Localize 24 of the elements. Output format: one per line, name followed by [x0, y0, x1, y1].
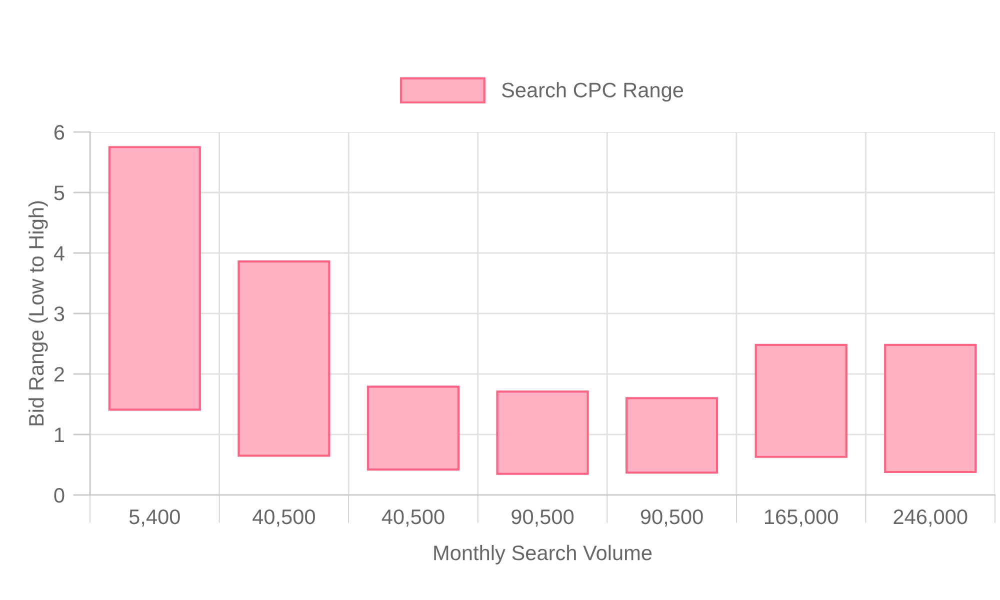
y-tick-label: 1 — [55, 428, 64, 442]
x-tick-label: 246,000 — [894, 509, 968, 527]
y-tick-label: 5 — [54, 186, 64, 200]
y-axis-title: Bid Range (Low to High) — [28, 201, 48, 426]
bar — [884, 344, 977, 474]
bar — [108, 146, 201, 411]
x-tick-label: 90,500 — [640, 509, 703, 527]
bar — [625, 397, 718, 474]
legend-label: Search CPC Range — [502, 82, 684, 102]
bar — [496, 390, 589, 475]
x-tick-label: 5,400 — [129, 509, 180, 527]
y-tick-label: 6 — [54, 125, 64, 140]
x-tick-label: 90,500 — [512, 509, 574, 527]
y-tick-label: 3 — [54, 306, 64, 322]
y-tick-label: 2 — [54, 367, 64, 382]
x-axis-title: Monthly Search Volume — [434, 544, 652, 564]
bar — [366, 386, 460, 471]
x-tick-label: 165,000 — [765, 509, 838, 527]
x-tick-label: 40,500 — [382, 509, 444, 527]
bar — [238, 260, 330, 457]
x-tick-label: 40,500 — [252, 509, 315, 527]
y-tick-label: 0 — [54, 488, 64, 503]
y-tick-label: 4 — [54, 246, 64, 261]
bar — [754, 344, 848, 458]
